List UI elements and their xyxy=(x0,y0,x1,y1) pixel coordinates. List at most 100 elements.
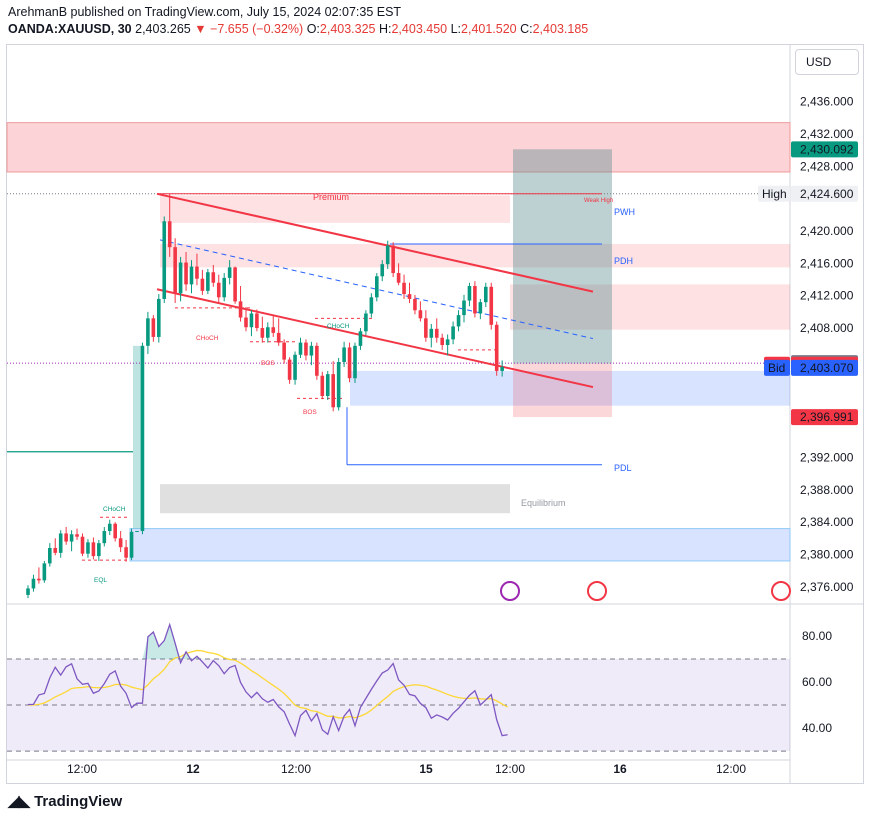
eql-label: EQL xyxy=(94,577,107,584)
candle-body xyxy=(244,317,248,328)
candle-body xyxy=(91,542,96,557)
candle-body xyxy=(102,531,107,544)
candle-body xyxy=(456,315,461,327)
weak-high-label: Weak High xyxy=(584,198,613,204)
candle-body xyxy=(173,247,177,294)
candle-body xyxy=(385,245,390,265)
equilibrium-zone xyxy=(160,484,510,514)
candle-body xyxy=(233,267,237,302)
candle-body xyxy=(342,347,346,363)
price-label-text: 2,403.070 xyxy=(800,361,854,375)
bos-label-1: BOS xyxy=(261,360,275,367)
candle-body xyxy=(380,264,385,277)
candle-body xyxy=(178,262,183,294)
pdh-label: PDH xyxy=(614,256,633,266)
us-flag-event-icon[interactable] xyxy=(587,581,607,601)
supply-zone-top xyxy=(6,122,791,173)
position-target-area xyxy=(513,149,612,364)
candle-body xyxy=(75,534,79,537)
price-label-prefix xyxy=(764,359,790,376)
price-tick-label: 2,436.000 xyxy=(800,95,854,109)
red-zone-right xyxy=(510,284,790,330)
price-label-prefix-text: Bid xyxy=(768,361,785,375)
candle-body xyxy=(86,542,90,554)
bos-label-2: BOS xyxy=(303,409,317,416)
price-tick-label: 2,432.000 xyxy=(800,127,854,141)
candle-body xyxy=(135,531,139,533)
candle-body xyxy=(113,523,117,539)
candle-body xyxy=(69,534,74,542)
lightning-event-icon[interactable] xyxy=(500,581,520,601)
price-label-badge xyxy=(791,409,858,426)
symbol-label[interactable]: OANDA:XAUUSD, 30 xyxy=(8,22,132,36)
candle-body xyxy=(396,273,401,283)
candle-body xyxy=(227,267,232,278)
candle-body xyxy=(429,328,434,338)
price-tick-label: 2,416.000 xyxy=(800,256,854,270)
low-value: 2,401.520 xyxy=(461,22,517,36)
candle-body xyxy=(151,318,156,337)
currency-button[interactable]: USD xyxy=(795,49,859,75)
candle-body xyxy=(249,313,254,328)
candle-body xyxy=(48,548,52,564)
position-filled-area xyxy=(513,149,612,364)
candle-body xyxy=(80,536,85,554)
open-value: 2,403.325 xyxy=(319,22,376,36)
candle-body xyxy=(282,342,286,360)
price-label-text: 2,424.600 xyxy=(800,187,854,201)
candle-body xyxy=(293,354,297,380)
candle-body xyxy=(473,285,477,314)
time-tick-label: 12:00 xyxy=(716,762,746,776)
candle-body xyxy=(347,347,352,379)
candle-body xyxy=(462,300,466,316)
time-tick-label: 12:00 xyxy=(495,762,525,776)
candle-body xyxy=(157,298,161,337)
candle-body xyxy=(222,277,226,298)
candle-body xyxy=(424,318,428,338)
low-label: L: xyxy=(450,22,462,36)
demand-zone-bottom xyxy=(129,528,791,562)
candle-body xyxy=(369,297,374,314)
us-flag-event-icon-2[interactable] xyxy=(771,581,791,601)
candle-body xyxy=(124,547,128,558)
tradingview-logo-icon: ◢◣ xyxy=(8,793,30,810)
candle-body xyxy=(413,298,417,311)
high-value: 2,403.450 xyxy=(391,22,448,36)
price-label-text: 2,430.092 xyxy=(800,142,854,156)
price-label-text: 2,396.991 xyxy=(800,410,854,424)
chart-frame[interactable] xyxy=(6,44,864,784)
red-zone-pdh xyxy=(160,243,790,268)
price-change: −7.655 (−0.32%) xyxy=(210,22,304,36)
last-price: 2,403.265 xyxy=(135,22,191,36)
candle-body xyxy=(478,302,483,314)
pwh-label: PWH xyxy=(614,207,635,217)
publish-info: ArehmanB published on TradingView.com, J… xyxy=(8,5,402,19)
candle-body xyxy=(467,285,472,301)
candle-body xyxy=(97,543,101,557)
candle-body xyxy=(26,588,30,595)
equilibrium-label: Equilibrium xyxy=(521,498,566,508)
candle-body xyxy=(42,563,47,581)
brand-name: TradingView xyxy=(34,792,123,810)
candle-body xyxy=(271,327,276,333)
candle-body xyxy=(298,342,303,355)
candle-body xyxy=(484,286,488,303)
price-tick-label: 2,380.000 xyxy=(800,547,854,561)
high-label: H: xyxy=(378,22,392,36)
time-tick-label: 12:00 xyxy=(67,762,97,776)
choch-label-0: CHoCH xyxy=(103,506,126,513)
rsi-tick-label: 40.00 xyxy=(802,721,832,735)
candle-body xyxy=(287,359,292,380)
candle-body xyxy=(276,332,281,343)
candle-body xyxy=(129,531,134,558)
candle-body xyxy=(266,327,270,338)
candle-body xyxy=(320,375,325,396)
candle-body xyxy=(211,272,216,283)
price-tick-label: 2,428.000 xyxy=(800,159,854,173)
candle-body xyxy=(331,374,335,408)
price-label-badge xyxy=(791,141,858,158)
candle-body xyxy=(189,266,194,285)
price-tick-label: 2,388.000 xyxy=(800,483,854,497)
price-tick-label: 2,384.000 xyxy=(800,515,854,529)
